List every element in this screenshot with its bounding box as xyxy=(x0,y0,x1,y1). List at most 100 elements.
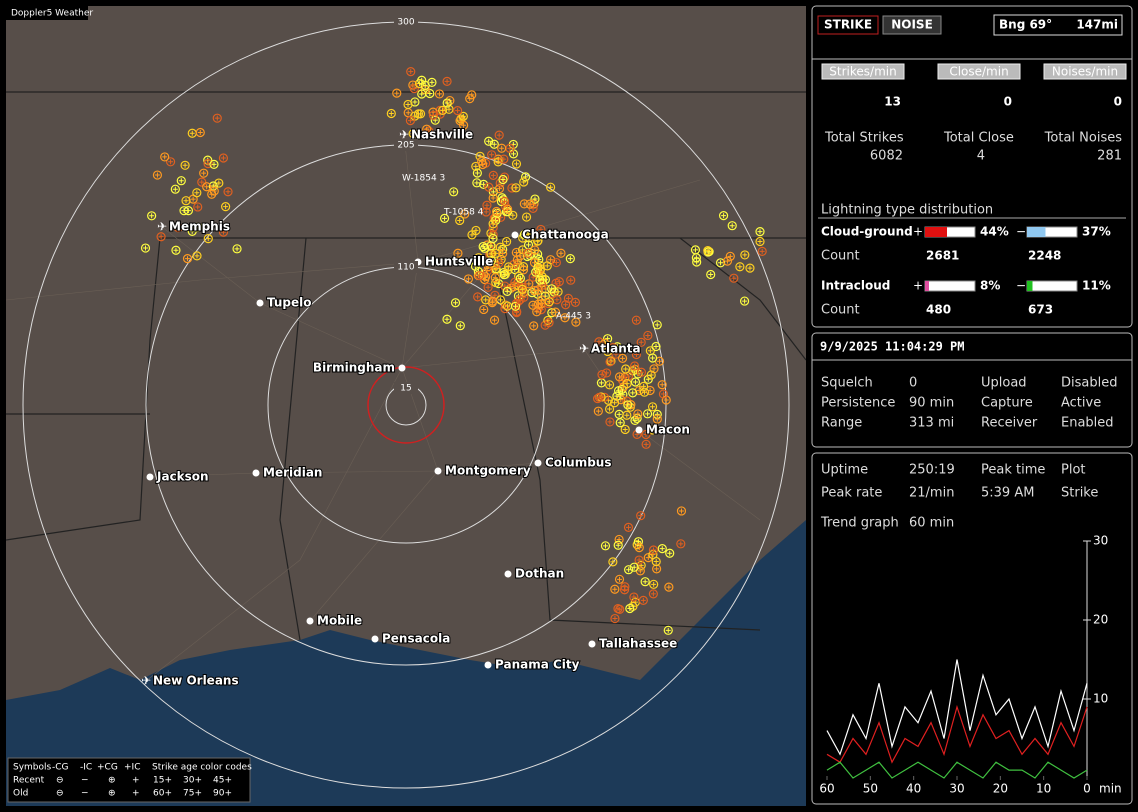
strike-symbol xyxy=(417,89,427,99)
strike-symbol xyxy=(613,604,623,614)
strike-symbol-mark xyxy=(444,316,450,322)
strike-symbol-mark xyxy=(546,320,552,326)
strike-symbol-mark xyxy=(493,250,499,256)
rate-header: Strikes/min xyxy=(829,65,896,79)
strike-symbol-mark xyxy=(446,106,452,112)
trend-line xyxy=(826,761,1088,779)
legend-glyph: ⊖ xyxy=(56,789,64,799)
strike-symbol xyxy=(511,183,521,193)
strike-symbol xyxy=(614,534,624,545)
strike-symbol-mark xyxy=(175,225,181,231)
strike-symbol-mark xyxy=(633,352,639,358)
strike-symbol-mark xyxy=(195,204,201,210)
strike-symbol xyxy=(442,76,452,86)
strike-symbol xyxy=(755,226,765,237)
strike-label: A-445 3 xyxy=(556,312,591,322)
strike-symbol-mark xyxy=(643,441,649,447)
panel-settings xyxy=(811,332,1133,448)
strike-symbol-mark xyxy=(197,130,203,136)
strike-symbol-mark xyxy=(511,151,517,157)
strike-symbol-mark xyxy=(467,96,473,102)
strike-symbol xyxy=(497,143,507,153)
strike-symbol xyxy=(489,315,500,325)
strike-symbol xyxy=(727,221,737,231)
strike-symbol xyxy=(547,284,557,294)
strike-symbol-mark xyxy=(565,295,571,301)
strike-symbol-mark xyxy=(650,547,656,553)
total-label: Total Close xyxy=(943,131,1014,146)
strike-symbol-mark xyxy=(650,404,656,410)
strike-symbol xyxy=(484,182,494,192)
strike-symbol-mark xyxy=(556,279,562,285)
range-rings xyxy=(22,21,790,789)
setting: Active xyxy=(1061,396,1101,411)
airport-icon: ✈ xyxy=(399,128,409,142)
strike-symbol xyxy=(704,246,714,257)
strike-symbol-mark xyxy=(427,90,433,96)
stat: 5:39 AM xyxy=(981,486,1034,501)
strike-symbol xyxy=(610,613,620,624)
strike-symbol-mark xyxy=(527,201,533,207)
strike-symbol-mark xyxy=(622,426,628,432)
strike-symbol xyxy=(453,248,463,258)
strike-symbol-mark xyxy=(201,170,207,176)
strike-symbol-mark xyxy=(532,247,538,253)
city-label: Montgomery xyxy=(445,464,531,478)
strike-symbol-mark xyxy=(638,513,644,519)
strike-symbol xyxy=(408,128,418,139)
stat: Uptime xyxy=(821,463,868,478)
strike-symbol xyxy=(193,202,203,212)
strike-symbol xyxy=(643,553,653,563)
strike-symbol xyxy=(430,115,440,125)
strike-symbol xyxy=(479,179,489,189)
strike-symbol-mark xyxy=(693,255,699,261)
mode-button[interactable] xyxy=(817,15,879,35)
strike-symbol xyxy=(502,236,512,247)
strike-symbol-mark xyxy=(620,355,626,361)
strike-symbol xyxy=(722,256,733,266)
legend-glyph: − xyxy=(81,776,89,786)
map: ✈ Nashville✈ MemphisChattanoogaHuntsvilleT… xyxy=(6,6,806,806)
strike-symbol-mark xyxy=(612,586,618,592)
strike-symbol-mark xyxy=(521,179,527,185)
strike-symbol xyxy=(481,207,491,217)
strike-symbol xyxy=(489,139,499,149)
mode-button[interactable] xyxy=(882,15,942,35)
city-label: Huntsville xyxy=(425,255,493,269)
rate-value: 0 xyxy=(1004,95,1012,109)
strike-symbol xyxy=(652,414,662,424)
strike-symbol xyxy=(652,320,662,330)
strike-symbol xyxy=(428,110,439,120)
strike-symbol xyxy=(658,389,669,399)
strike-symbol xyxy=(622,410,632,420)
strike-symbol-mark xyxy=(605,348,611,354)
strike-symbol xyxy=(152,170,163,180)
dist-bar-track xyxy=(1026,280,1078,292)
strike-symbol-mark xyxy=(532,196,538,202)
mode-label: STRIKE xyxy=(824,18,872,32)
strike-symbol xyxy=(525,199,535,209)
strike-symbol xyxy=(645,385,655,396)
strike-symbol-mark xyxy=(462,211,468,217)
strike-symbol xyxy=(438,105,448,115)
strike-symbol xyxy=(661,395,671,405)
strike-symbol-mark xyxy=(595,408,601,414)
x-tick-label: 10 xyxy=(1036,782,1051,796)
legend-type: +CG xyxy=(97,763,118,773)
setting: Capture xyxy=(981,396,1033,411)
strike-symbol xyxy=(218,153,229,163)
strike-symbol xyxy=(718,211,729,221)
strike-symbol xyxy=(183,206,193,216)
strike-symbol xyxy=(542,261,552,271)
total-value: 6082 xyxy=(870,149,903,164)
legend-row: Old xyxy=(13,789,28,799)
legend-box xyxy=(7,757,251,803)
city-label: Tupelo xyxy=(267,296,312,310)
strike-symbol-mark xyxy=(429,79,435,85)
strike-symbol-mark xyxy=(737,264,743,270)
strike-symbol xyxy=(511,159,522,169)
strike-symbol-mark xyxy=(708,272,714,278)
mode-label: NOISE xyxy=(891,18,933,32)
strike-symbol xyxy=(165,157,176,167)
strike-symbol xyxy=(479,304,489,315)
